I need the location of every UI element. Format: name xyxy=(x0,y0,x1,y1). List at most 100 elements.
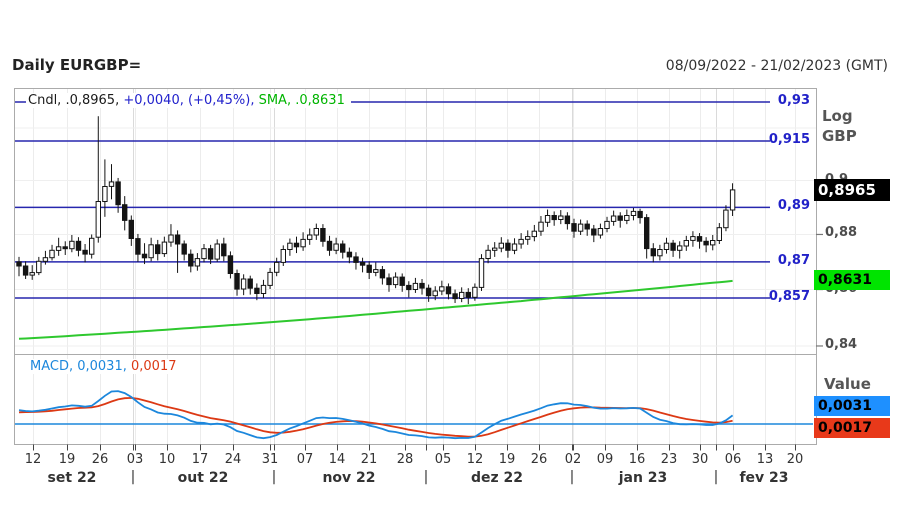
candle-down xyxy=(188,253,194,267)
candle-down xyxy=(445,286,452,295)
legend-segment: 0,0017 xyxy=(131,359,177,374)
candle-down xyxy=(637,210,643,219)
month-separator: | xyxy=(423,469,429,485)
candle-down xyxy=(696,236,703,242)
candle-up xyxy=(161,241,168,255)
candle-down xyxy=(254,287,260,295)
candle-down xyxy=(505,242,511,251)
date-range: 08/09/2022 - 21/02/2023 (GMT) xyxy=(665,58,888,74)
price-scale-label: 0,88 xyxy=(825,225,858,241)
candle-up xyxy=(683,240,689,247)
candle-up xyxy=(194,258,201,267)
candle-up xyxy=(260,284,267,294)
candle-up xyxy=(525,236,531,240)
candle-down xyxy=(353,256,359,263)
x-axis-tick-label: 07 xyxy=(296,452,314,467)
x-axis-tick-label: 02 xyxy=(564,452,582,467)
candle-down xyxy=(399,276,405,286)
candle-down xyxy=(135,238,141,255)
candle-up xyxy=(610,215,617,222)
candle-down xyxy=(591,228,597,236)
candle-down xyxy=(82,249,88,255)
candle-up xyxy=(518,238,524,245)
price-alert-label: 0,89 xyxy=(777,198,810,214)
candle-up xyxy=(42,257,49,262)
candle-down xyxy=(227,255,234,275)
macd-axis-title: Value xyxy=(824,375,871,393)
x-axis-month-label: set 22 xyxy=(47,470,97,486)
legend-segment: Cndl, .0,8965, xyxy=(28,93,124,108)
candle-down xyxy=(452,293,458,300)
candle-up xyxy=(201,248,207,260)
candle-up xyxy=(168,234,174,243)
candle-up xyxy=(373,269,379,273)
candle-down xyxy=(247,278,253,289)
legend-segment: SMA, .0,8631 xyxy=(258,93,345,108)
candle-up xyxy=(287,242,293,250)
candle-up xyxy=(630,210,637,216)
x-axis-month-label: nov 22 xyxy=(322,470,376,486)
candle-up xyxy=(485,249,491,260)
x-axis-month-label: out 22 xyxy=(177,470,229,486)
candle-down xyxy=(465,291,472,298)
candle-up xyxy=(498,242,505,249)
candle-up xyxy=(597,228,604,236)
x-axis-tick-label: 19 xyxy=(58,452,76,467)
candle-up xyxy=(459,291,465,299)
legend-segment: +0,0040, (+0,45%), xyxy=(123,93,259,108)
candle-up xyxy=(677,245,683,251)
x-axis-tick-label: 16 xyxy=(628,452,646,467)
month-separator: | xyxy=(130,469,136,485)
candle-up xyxy=(472,286,478,298)
x-axis-tick-label: 10 xyxy=(158,452,176,467)
legend-segment: MACD, 0,0031, xyxy=(30,359,131,374)
candle-up xyxy=(307,234,313,240)
candle-down xyxy=(584,223,590,230)
candle-down xyxy=(386,277,392,286)
candle-up xyxy=(723,209,729,229)
candle-up xyxy=(604,220,610,229)
candle-down xyxy=(234,273,240,290)
candle-up xyxy=(95,201,101,238)
candle-up xyxy=(29,272,35,276)
candle-up xyxy=(280,249,287,263)
candle-up xyxy=(214,243,220,260)
candle-down xyxy=(141,253,148,259)
x-axis-month-label: jan 23 xyxy=(618,470,668,486)
x-axis-tick-label: 31 xyxy=(261,452,279,467)
candle-up xyxy=(624,215,630,221)
candle-up xyxy=(439,286,445,292)
candle-up xyxy=(333,243,339,251)
candle-down xyxy=(221,243,227,257)
candle-up xyxy=(36,260,42,274)
candle-up xyxy=(531,230,537,238)
candle-down xyxy=(128,219,135,240)
candle-down xyxy=(644,217,650,250)
x-axis-tick-label: 09 xyxy=(596,452,614,467)
x-axis-tick-label: 14 xyxy=(328,452,346,467)
candle-down xyxy=(617,215,623,221)
macd-line xyxy=(18,390,734,440)
signal-value-badge: 0,0017 xyxy=(814,418,890,438)
candle-down xyxy=(425,287,432,297)
chart-title: Daily EURGBP= xyxy=(12,56,142,74)
candle-up xyxy=(716,227,722,241)
candle-up xyxy=(313,228,320,236)
candle-down xyxy=(551,215,557,221)
sma-line xyxy=(18,279,733,340)
candle-up xyxy=(558,215,564,220)
x-axis-tick-label: 24 xyxy=(224,452,242,467)
candle-up xyxy=(690,236,696,241)
price-legend: Cndl, .0,8965, +0,0040, (+0,45%), SMA, .… xyxy=(26,93,351,108)
axis-unit-label: Log GBP xyxy=(822,106,857,146)
candle-down xyxy=(16,261,22,267)
candle-down xyxy=(419,282,425,289)
candle-down xyxy=(340,243,346,253)
candle-up xyxy=(412,282,419,290)
candle-up xyxy=(108,181,115,187)
last-price-badge: 0,8965 xyxy=(814,179,890,201)
candle-down xyxy=(115,181,121,206)
x-axis-tick-label: 05 xyxy=(434,452,452,467)
candle-down xyxy=(122,204,128,221)
